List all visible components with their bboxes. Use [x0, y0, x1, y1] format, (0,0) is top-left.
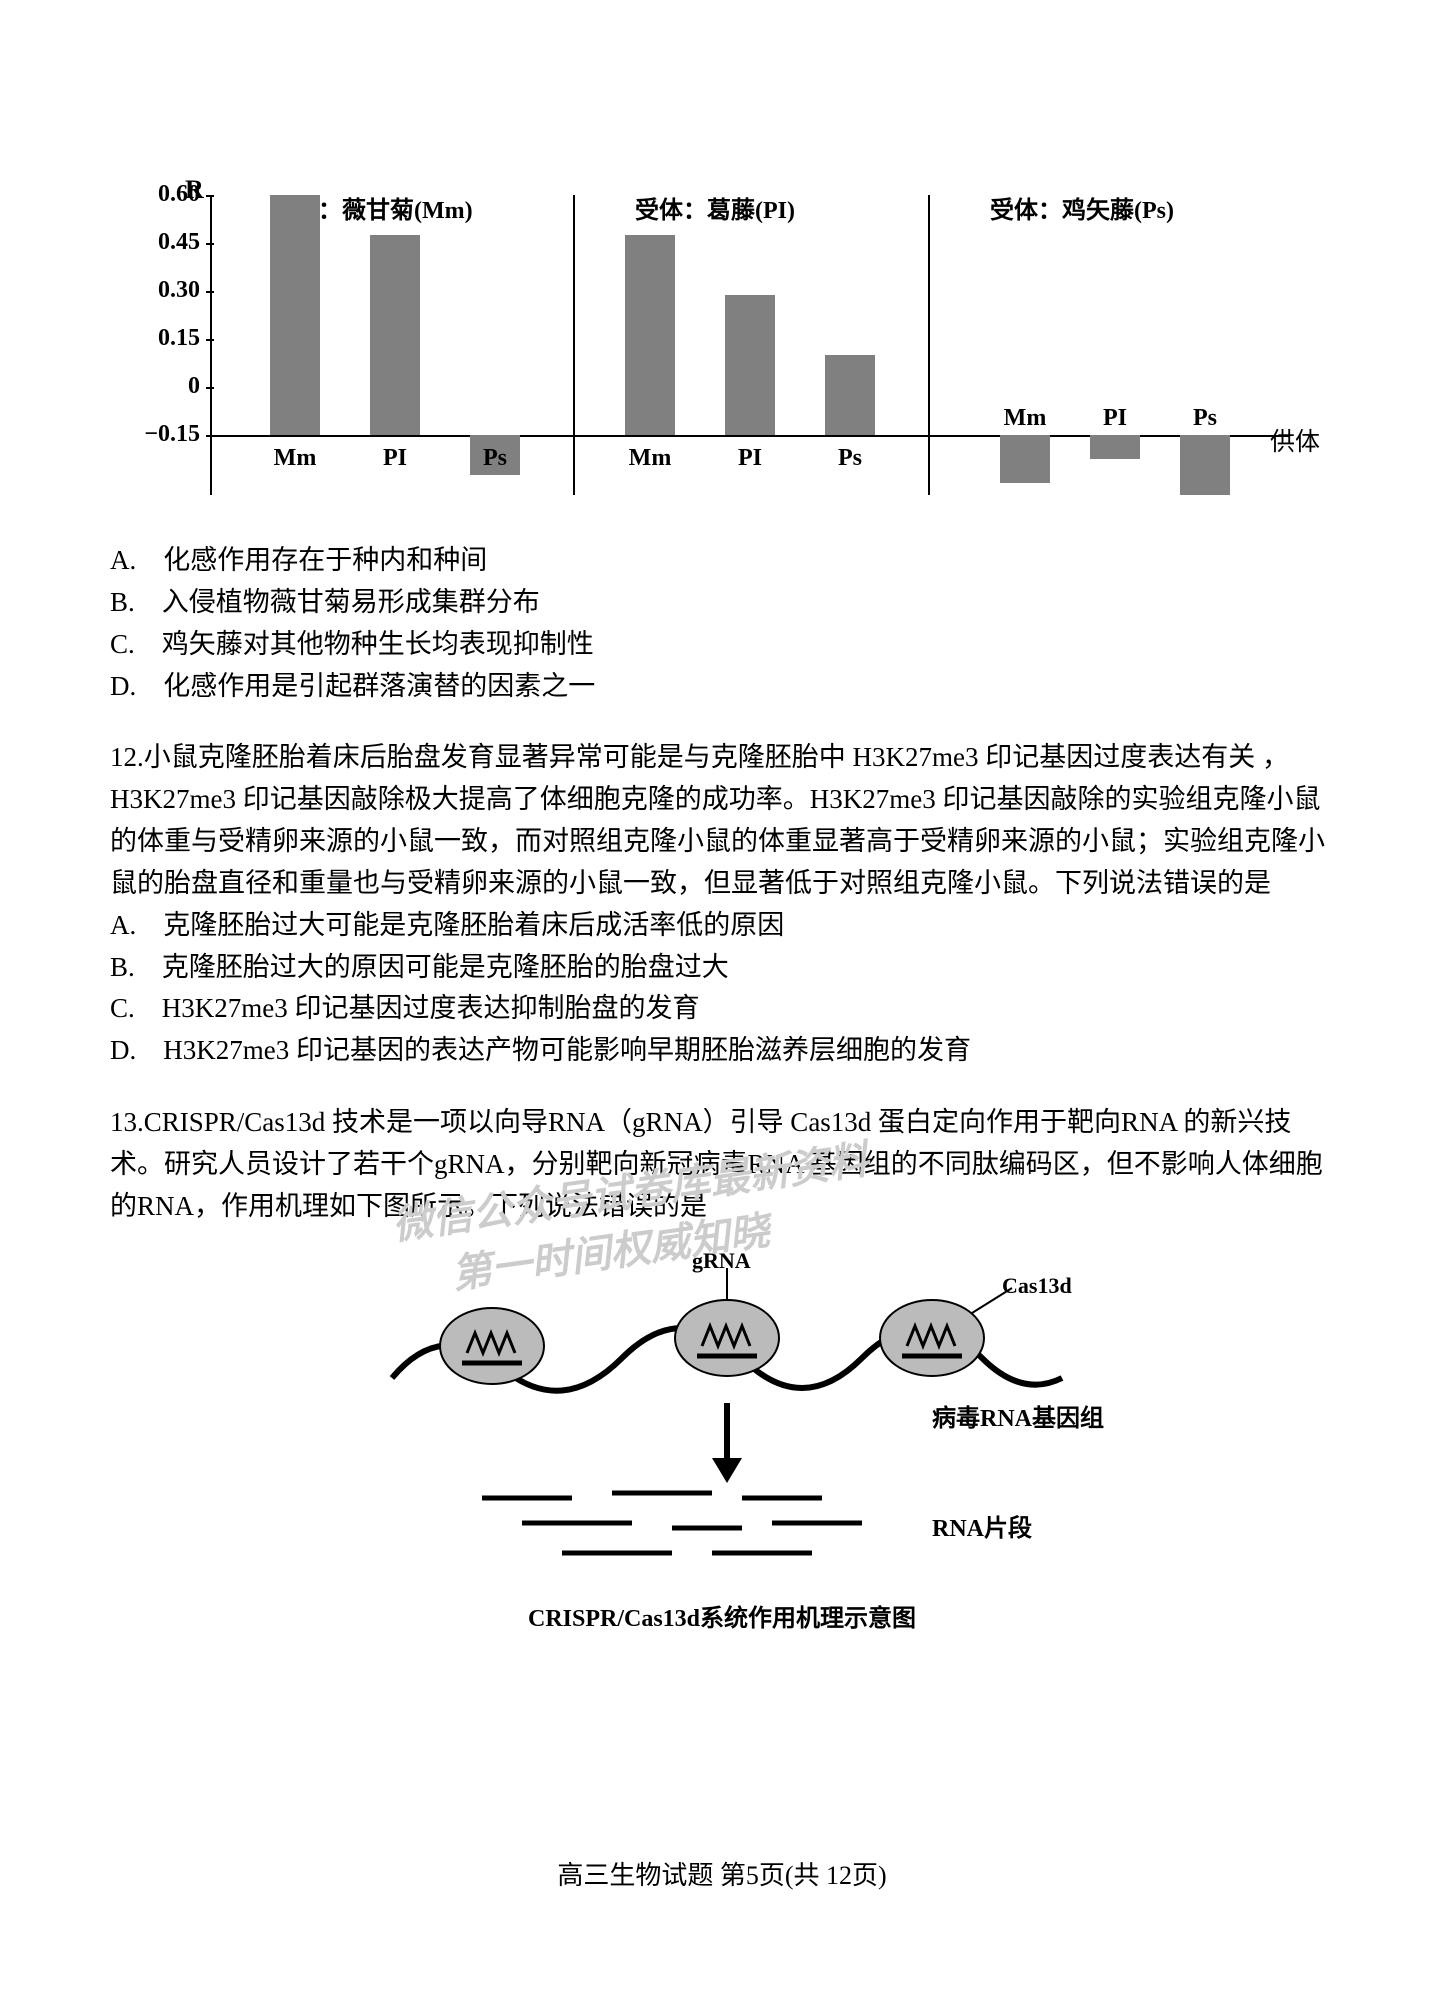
chart-bar — [1180, 435, 1230, 495]
chart-panel: 受体：薇甘菊(Mm)MmPIPs — [210, 195, 575, 495]
q12-option-d: D. H3K27me3 印记基因的表达产物可能影响早期胚胎滋养层细胞的发育 — [110, 1030, 1334, 1072]
chart-bar — [725, 295, 775, 435]
crispr-diagram: gRNA Cas13d 病毒RNA基因组 RNA片段 CRISPR/Cas13d… — [372, 1258, 1072, 1633]
chart-bar — [1090, 435, 1140, 459]
chart-bar — [1000, 435, 1050, 483]
q12-option-a: A. 克隆胚胎过大可能是克隆胚胎着床后成活率低的原因 — [110, 905, 1334, 947]
q13: 13.CRISPR/Cas13d 技术是一项以向导RNA（gRNA）引导 Cas… — [110, 1102, 1334, 1228]
q11-option-c: C. 鸡矢藤对其他物种生长均表现抑制性 — [110, 624, 1334, 666]
q11-option-d: D. 化感作用是引起群落演替的因素之一 — [110, 666, 1334, 708]
y-tick-label: 0.45 — [110, 229, 200, 256]
bar-label: PI — [365, 445, 425, 472]
bar-label: Ps — [465, 445, 525, 472]
label-genome: 病毒RNA基因组 — [932, 1398, 1104, 1433]
chart-bar — [370, 235, 420, 435]
bar-label: PI — [720, 445, 780, 472]
label-cas13d: Cas13d — [1002, 1273, 1072, 1299]
chart-panel: 受体：葛藤(PI)MmPIPs — [575, 195, 930, 495]
allelopathy-bar-chart: R 0.600.450.300.150−0.15 受体：薇甘菊(Mm)MmPIP… — [110, 180, 1310, 520]
q11-option-a: A. 化感作用存在于种内和种间 — [110, 540, 1334, 582]
bar-label: Mm — [995, 405, 1055, 432]
label-grna: gRNA — [692, 1248, 751, 1274]
chart-panel: 受体：鸡矢藤(Ps)MmPIPs — [930, 195, 1285, 495]
chart-bar — [825, 355, 875, 435]
bar-label: Mm — [620, 445, 680, 472]
y-tick-label: 0 — [110, 373, 200, 400]
chart-bar — [270, 195, 320, 435]
plot-area: 受体：薇甘菊(Mm)MmPIPs受体：葛藤(PI)MmPIPs受体：鸡矢藤(Ps… — [210, 195, 1290, 495]
chart-bar — [625, 235, 675, 435]
q12-intro: 12.小鼠克隆胚胎着床后胎盘发育显著异常可能是与克隆胚胎中 H3K27me3 印… — [110, 737, 1334, 904]
q11-options: A. 化感作用存在于种内和种间 B. 入侵植物薇甘菊易形成集群分布 C. 鸡矢藤… — [110, 540, 1334, 707]
q12: 12.小鼠克隆胚胎着床后胎盘发育显著异常可能是与克隆胚胎中 H3K27me3 印… — [110, 737, 1334, 1072]
bar-label: Ps — [1175, 405, 1235, 432]
y-tick-label: 0.30 — [110, 277, 200, 304]
y-tick-label: −0.15 — [110, 421, 200, 448]
q11-option-b: B. 入侵植物薇甘菊易形成集群分布 — [110, 582, 1334, 624]
bar-label: Mm — [265, 445, 325, 472]
q12-option-c: C. H3K27me3 印记基因过度表达抑制胎盘的发育 — [110, 988, 1334, 1030]
q12-option-b: B. 克隆胚胎过大的原因可能是克隆胚胎的胎盘过大 — [110, 947, 1334, 989]
q13-intro: 13.CRISPR/Cas13d 技术是一项以向导RNA（gRNA）引导 Cas… — [110, 1102, 1334, 1228]
label-fragments: RNA片段 — [932, 1508, 1032, 1543]
x-axis-label: 供体 — [1270, 422, 1320, 458]
bar-label: PI — [1085, 405, 1145, 432]
panel-title: 受体：葛藤(PI) — [635, 190, 795, 225]
y-tick-label: 0.15 — [110, 325, 200, 352]
bar-label: Ps — [820, 445, 880, 472]
diagram-caption: CRISPR/Cas13d系统作用机理示意图 — [372, 1598, 1072, 1633]
panel-title: 受体：鸡矢藤(Ps) — [990, 190, 1174, 225]
y-tick-label: 0.60 — [110, 181, 200, 208]
page-footer: 高三生物试题 第5页(共 12页) — [0, 1855, 1444, 1892]
